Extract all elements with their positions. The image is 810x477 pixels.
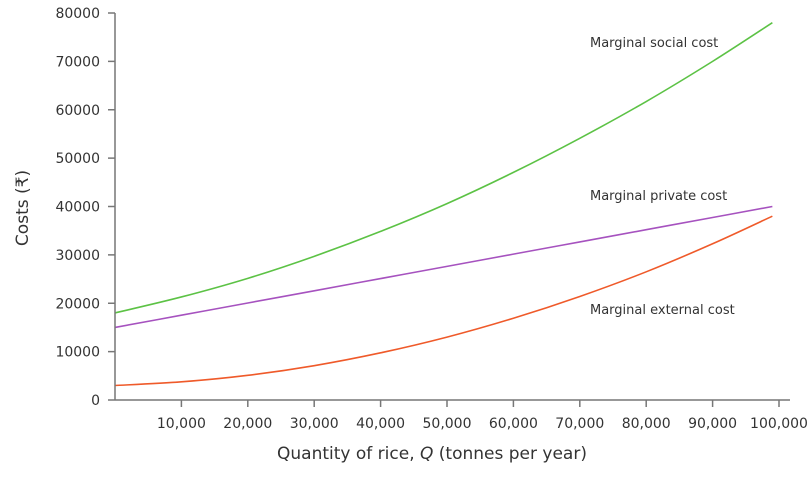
y-tick-label: 0: [91, 393, 100, 409]
series-label-social: Marginal social cost: [590, 36, 718, 51]
series-label-private: Marginal private cost: [590, 189, 727, 204]
series-line-private: [114, 205, 773, 329]
y-tick-label: 30000: [55, 248, 100, 264]
x-tick-label: 60,000: [489, 416, 538, 432]
x-axis-label-part: Quantity of rice,: [277, 444, 420, 464]
y-tick-label: 40000: [55, 200, 100, 216]
x-axis-label: Quantity of rice, Q (tonnes per year): [277, 444, 587, 464]
x-tick-label: 20,000: [223, 416, 272, 432]
x-tick-label: 80,000: [622, 416, 671, 432]
y-axis-label: Costs (₹): [13, 170, 33, 246]
series-line-social: [114, 22, 773, 314]
x-tick-label: 70,000: [555, 416, 604, 432]
y-tick-label: 70000: [55, 54, 100, 70]
y-tick-label: 20000: [55, 296, 100, 312]
y-tick-label: 10000: [55, 345, 100, 361]
series-label-external: Marginal external cost: [590, 303, 735, 318]
x-tick-label: 50,000: [423, 416, 472, 432]
y-tick-label: 60000: [55, 103, 100, 119]
x-axis-label-part: Q: [420, 444, 433, 464]
x-tick-label: 100,000: [750, 416, 808, 432]
y-tick-label: 50000: [55, 151, 100, 167]
y-tick-label: 80000: [55, 6, 100, 22]
series-line-external: [114, 215, 773, 387]
x-axis-label-part: (tonnes per year): [433, 444, 587, 464]
x-tick-label: 90,000: [688, 416, 737, 432]
x-tick-label: 30,000: [290, 416, 339, 432]
x-tick-label: 40,000: [356, 416, 405, 432]
x-tick-label: 10,000: [157, 416, 206, 432]
